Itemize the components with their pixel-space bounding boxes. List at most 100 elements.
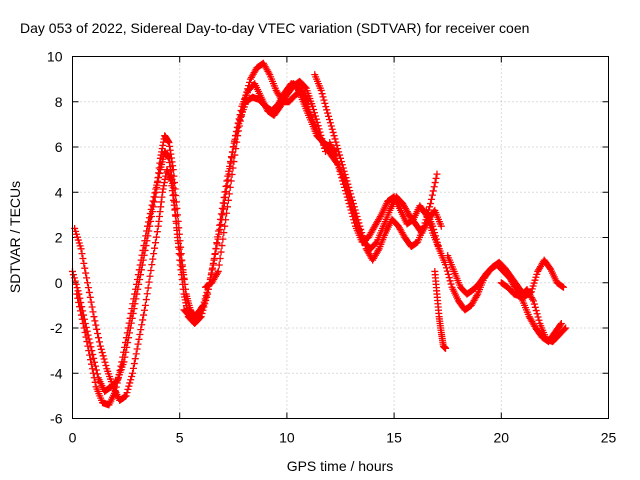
- data-point-interp: [82, 269, 90, 277]
- data-point-interp: [225, 167, 233, 175]
- data-point: [169, 184, 177, 192]
- data-point-interp: [97, 345, 105, 353]
- data-point-interp: [325, 116, 333, 124]
- data-point-interp: [73, 284, 81, 292]
- data-point-interp: [227, 153, 235, 161]
- data-point-interp: [224, 172, 232, 180]
- data-point-interp: [226, 183, 234, 191]
- data-point-interp: [530, 300, 538, 308]
- data-point-interp: [175, 245, 183, 253]
- data-point: [174, 234, 182, 241]
- data-point-interp: [430, 183, 438, 191]
- data-point-interp: [329, 128, 337, 136]
- data-point: [77, 245, 85, 253]
- data-point-interp: [87, 298, 95, 306]
- data-point-interp: [239, 103, 247, 111]
- data-point-interp: [215, 261, 223, 269]
- data-point-interp: [133, 276, 141, 284]
- data-point-interp: [126, 379, 134, 387]
- data-point-interp: [143, 227, 151, 235]
- data-point-interp: [233, 138, 241, 146]
- series-track-k: [431, 267, 450, 352]
- data-point-interp: [533, 310, 541, 318]
- data-point-interp: [447, 280, 455, 288]
- data-point-interp: [133, 280, 141, 288]
- data-series: [69, 59, 570, 409]
- data-point: [221, 222, 229, 230]
- x-axis-label: GPS time / hours: [287, 458, 394, 474]
- data-point: [559, 283, 567, 291]
- data-point-interp: [213, 269, 221, 277]
- data-point-interp: [102, 361, 110, 369]
- data-point: [148, 261, 156, 269]
- data-point: [96, 342, 104, 350]
- data-point-interp: [225, 190, 233, 198]
- data-point-interp: [222, 182, 230, 190]
- data-point-interp: [338, 174, 346, 182]
- data-point-interp: [138, 321, 146, 329]
- data-point-interp: [117, 362, 125, 370]
- data-point-interp: [128, 305, 136, 313]
- data-point-interp: [331, 135, 339, 143]
- data-point-interp: [202, 297, 210, 305]
- data-point-interp: [337, 170, 345, 178]
- data-point-interp: [89, 369, 97, 377]
- series-track-c: [73, 148, 188, 409]
- data-point-interp: [176, 251, 184, 259]
- data-point-interp: [72, 280, 80, 288]
- grid: [72, 56, 609, 419]
- series-track-h: [311, 71, 441, 264]
- data-point: [317, 86, 325, 94]
- y-tick-label: -4: [50, 365, 63, 381]
- y-tick-label: 2: [55, 230, 63, 246]
- x-tick-label: 15: [386, 430, 402, 446]
- data-point-interp: [326, 119, 334, 127]
- data-point-interp: [318, 90, 326, 98]
- data-point-interp: [301, 83, 309, 91]
- data-point: [234, 132, 242, 140]
- data-point: [227, 177, 235, 185]
- data-point-interp: [88, 365, 96, 373]
- series-track-f: [201, 59, 312, 291]
- data-point-interp: [473, 292, 481, 300]
- data-point-interp: [84, 342, 92, 350]
- data-point-interp: [93, 325, 101, 333]
- data-point-interp: [95, 338, 103, 346]
- data-point-interp: [101, 358, 109, 366]
- data-point-interp: [431, 229, 439, 237]
- data-point-interp: [357, 225, 365, 233]
- data-point: [124, 324, 132, 332]
- data-point: [219, 211, 227, 219]
- data-point-interp: [342, 190, 350, 198]
- data-point-interp: [442, 264, 450, 272]
- data-point-interp: [320, 96, 328, 104]
- data-point-interp: [121, 343, 129, 351]
- data-point-interp: [70, 274, 78, 282]
- data-point-interp: [151, 189, 159, 197]
- data-point-interp: [138, 251, 146, 259]
- data-point-interp: [218, 242, 226, 250]
- data-point-interp: [325, 112, 333, 120]
- data-point: [111, 387, 119, 395]
- data-point-interp: [122, 334, 130, 342]
- data-point-interp: [350, 216, 358, 224]
- data-point-interp: [145, 278, 153, 286]
- data-point-interp: [129, 300, 137, 308]
- data-point: [210, 256, 218, 264]
- data-point-interp: [223, 203, 231, 211]
- data-point-interp: [196, 314, 204, 322]
- data-point-interp: [332, 138, 340, 146]
- data-point-interp: [531, 303, 539, 311]
- data-point-interp: [426, 203, 434, 211]
- data-point-interp: [222, 216, 230, 224]
- data-point-interp: [113, 379, 121, 387]
- data-point-interp: [265, 69, 273, 77]
- data-point-interp: [446, 277, 454, 285]
- x-tick-label: 0: [69, 430, 77, 446]
- data-point-interp: [334, 161, 342, 169]
- data-point: [150, 193, 158, 201]
- data-point-interp: [347, 206, 355, 214]
- data-point-interp: [147, 266, 155, 274]
- data-point-interp: [229, 164, 237, 172]
- data-point-interp: [83, 338, 91, 346]
